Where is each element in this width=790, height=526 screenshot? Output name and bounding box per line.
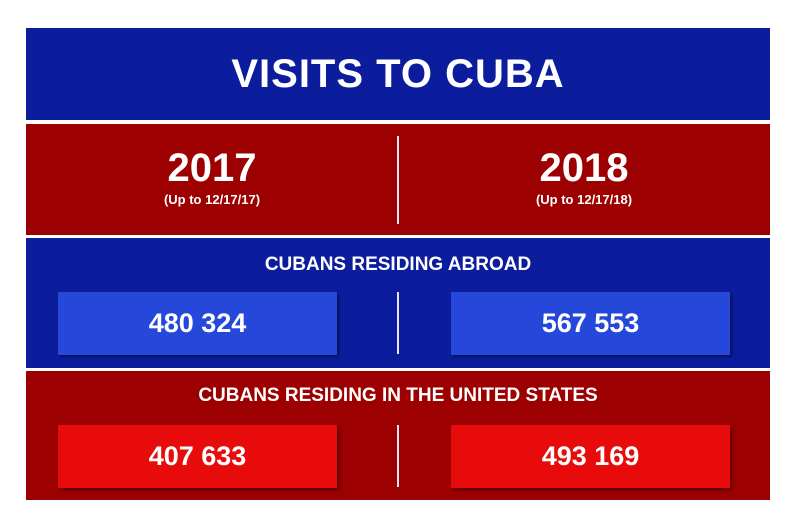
years-band: 2017 (Up to 12/17/17) 2018 (Up to 12/17/… xyxy=(26,124,770,235)
value-box: 493 169 xyxy=(451,425,730,488)
divider xyxy=(397,425,399,487)
year: 2018 xyxy=(539,146,629,190)
section-heading: CUBANS RESIDING ABROAD xyxy=(264,254,532,275)
section-heading: CUBANS RESIDING IN THE UNITED STATES xyxy=(198,385,598,406)
value-box: 407 633 xyxy=(58,425,337,488)
value-box: 567 553 xyxy=(451,292,730,355)
divider xyxy=(397,136,399,224)
divider xyxy=(397,292,399,354)
note: (Up to 12/17/17) xyxy=(163,192,261,207)
year: 2017 xyxy=(167,146,257,190)
title: VISITS TO CUBA xyxy=(26,28,770,120)
section-abroad: CUBANS RESIDING ABROAD 480 324 567 553 xyxy=(26,238,770,368)
column-2017: 2017 (Up to 12/17/17) xyxy=(26,124,398,207)
column-2018: 2018 (Up to 12/17/18) xyxy=(398,124,770,207)
note: (Up to 12/17/18) xyxy=(535,192,633,207)
value-box: 480 324 xyxy=(58,292,337,355)
section-us: CUBANS RESIDING IN THE UNITED STATES 407… xyxy=(26,371,770,500)
